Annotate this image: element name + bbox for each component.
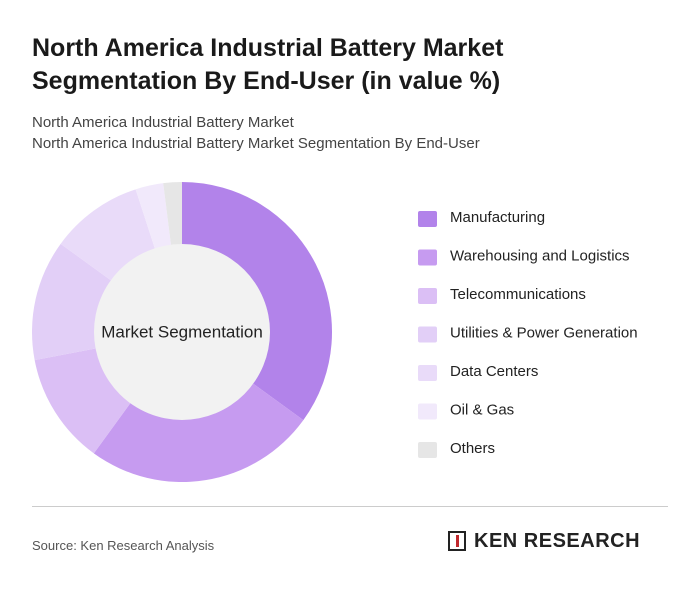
subtitle: North America Industrial Battery Market — [32, 114, 294, 131]
legend-swatch — [418, 365, 437, 381]
legend-label: Oil & Gas — [450, 401, 514, 418]
legend-swatch — [418, 442, 437, 458]
logo-text: KEN RESEARCH — [474, 530, 641, 552]
legend-swatch — [418, 403, 437, 420]
legend-swatch — [418, 211, 437, 227]
donut-hole — [94, 244, 270, 420]
chart: Market Segmentation Manufacturing Warehous… — [32, 182, 638, 482]
legend-label: Utilities & Power Generation — [450, 324, 638, 341]
legend-swatch — [418, 249, 437, 266]
source: Source: Ken Research Analysis — [32, 538, 215, 553]
subtitle: North America Industrial Battery Market … — [32, 135, 480, 152]
legend-label: Telecommunications — [450, 286, 586, 303]
legend-label: Data Centers — [450, 363, 538, 380]
divider — [32, 506, 668, 507]
center-label: Market Segmentation — [101, 322, 263, 341]
legend-swatch — [418, 326, 437, 343]
logo: KEN RESEARCH — [448, 530, 640, 553]
legend-label: Manufacturing — [450, 209, 545, 226]
legend-label: Warehousing and Logistics — [450, 247, 630, 264]
chart-title: North America Industrial Battery Market … — [32, 34, 504, 95]
legend-label: Others — [450, 440, 495, 457]
legend-swatch — [418, 288, 437, 304]
